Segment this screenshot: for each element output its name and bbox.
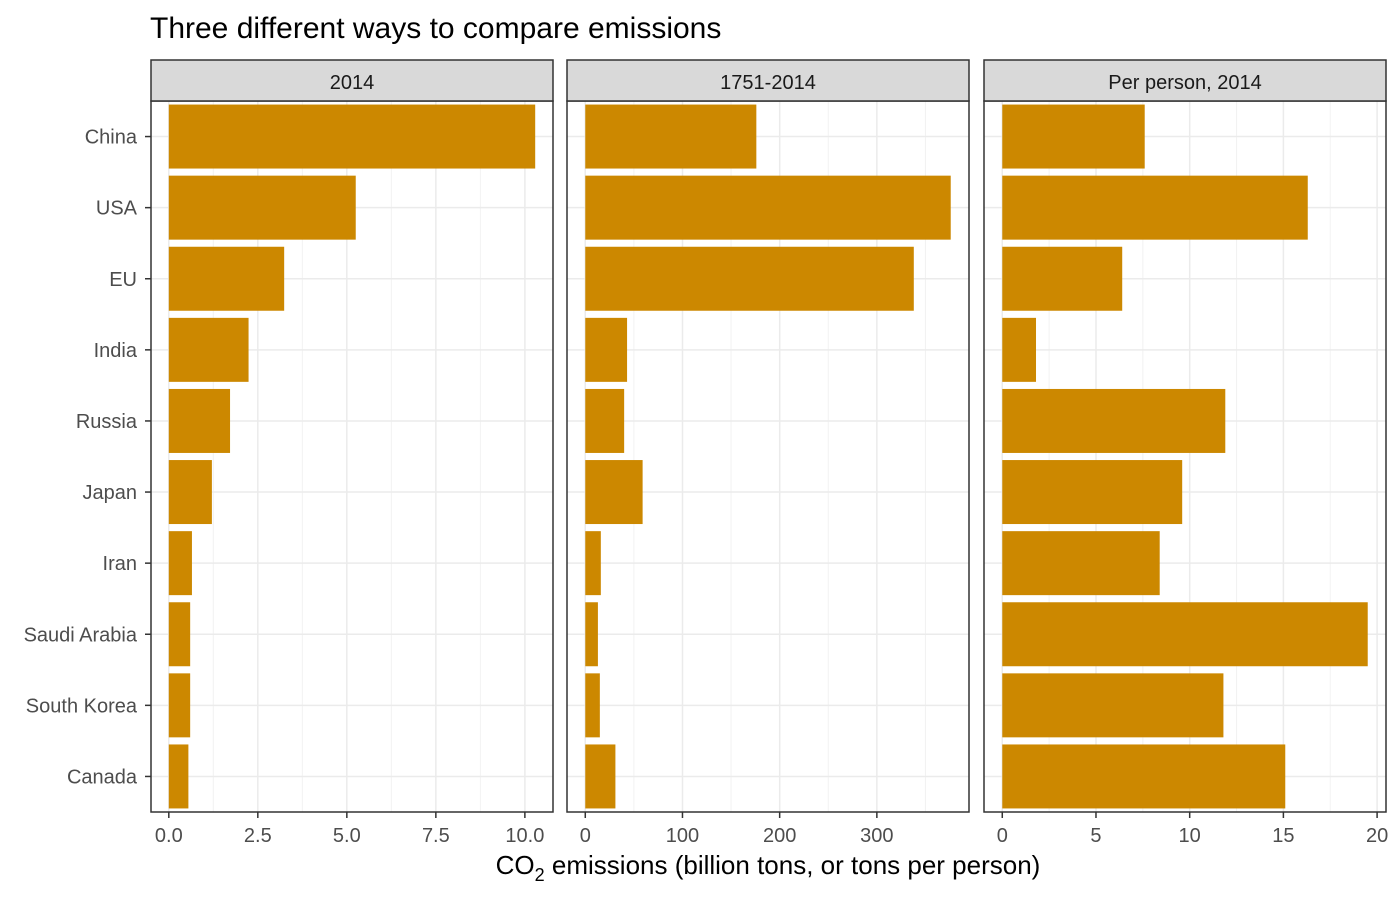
x-tick-label: 20 (1366, 825, 1388, 847)
bar-south-korea (585, 673, 600, 738)
bar-saudi-arabia (168, 602, 191, 667)
panel-2: 1751-2014 0 100 200 300 (566, 59, 970, 847)
bar-canada (585, 744, 616, 809)
panel-3: Per person, 2014 0 5 10 15 20 (983, 59, 1388, 847)
x-tick-label: 5.0 (333, 825, 361, 847)
bar-iran (585, 531, 601, 596)
y-tick-label: Iran (103, 553, 137, 575)
bar-iran (168, 531, 192, 596)
bar-south-korea (1002, 673, 1224, 738)
y-tick-label: South Korea (26, 695, 138, 717)
bar-india (585, 317, 628, 382)
facet-strip-label: 2014 (330, 72, 375, 94)
bar-india (1002, 317, 1037, 382)
x-tick-label: 10.0 (505, 825, 544, 847)
bar-eu (168, 246, 285, 311)
y-tick-label: Japan (83, 482, 138, 504)
y-tick-label: USA (96, 198, 138, 220)
y-tick-label: Russia (76, 411, 138, 433)
bar-russia (168, 388, 231, 453)
bar-russia (585, 388, 625, 453)
x-tick-label: 100 (666, 825, 699, 847)
bar-japan (585, 460, 643, 525)
bar-eu (585, 246, 914, 311)
chart-title: Three different ways to compare emission… (150, 12, 721, 45)
bar-usa (1002, 175, 1308, 240)
bar-iran (1002, 531, 1160, 596)
bar-eu (1002, 246, 1123, 311)
x-tick-label: 200 (763, 825, 796, 847)
panel-1: 2014 0.0 2.5 5.0 7.5 10.0 (150, 59, 554, 847)
bar-saudi-arabia (585, 602, 598, 667)
bar-canada (168, 744, 189, 809)
x-tick-label: 0 (997, 825, 1008, 847)
facet-strip (983, 59, 1387, 102)
bar-canada (1002, 744, 1286, 809)
bar-china (1002, 104, 1145, 169)
x-tick-label: 15 (1272, 825, 1294, 847)
bar-usa (168, 175, 356, 240)
x-tick-label: 2.5 (244, 825, 272, 847)
facet-strip-label: Per person, 2014 (1108, 72, 1261, 94)
bar-usa (585, 175, 951, 240)
x-tick-label: 0 (580, 825, 591, 847)
y-tick-label: EU (109, 269, 137, 291)
y-tick-label: Canada (67, 766, 138, 788)
facet-strip-label: 1751-2014 (720, 72, 816, 94)
x-tick-label: 7.5 (422, 825, 450, 847)
y-tick-label: China (85, 127, 138, 149)
x-axis-title: CO2 emissions (billion tons, or tons per… (496, 850, 1041, 885)
y-tick-label: Saudi Arabia (24, 624, 138, 646)
bar-china (585, 104, 757, 169)
bar-russia (1002, 388, 1226, 453)
bar-china (168, 104, 536, 169)
bar-saudi-arabia (1002, 602, 1368, 667)
bar-south-korea (168, 673, 191, 738)
x-tick-label: 10 (1179, 825, 1201, 847)
x-tick-label: 0.0 (155, 825, 183, 847)
y-tick-label: India (94, 340, 138, 362)
bar-japan (1002, 460, 1183, 525)
facet-strip (566, 59, 970, 102)
y-axis-labels: China USA EU India Russia Japan Iran Saudi Arab… (24, 127, 151, 788)
bar-japan (168, 460, 212, 525)
x-tick-label: 5 (1090, 825, 1101, 847)
bar-india (168, 317, 249, 382)
facet-strip (150, 59, 554, 102)
x-tick-label: 300 (860, 825, 893, 847)
